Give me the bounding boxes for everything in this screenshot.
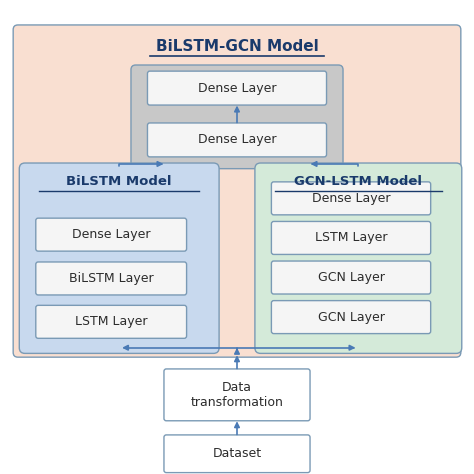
- Text: Dense Layer: Dense Layer: [72, 228, 150, 241]
- FancyBboxPatch shape: [272, 301, 431, 334]
- FancyBboxPatch shape: [19, 163, 219, 354]
- Text: Dataset: Dataset: [212, 447, 262, 460]
- FancyBboxPatch shape: [36, 218, 187, 251]
- Text: BiLSTM Layer: BiLSTM Layer: [69, 272, 154, 285]
- FancyBboxPatch shape: [131, 65, 343, 169]
- Text: BiLSTM Model: BiLSTM Model: [66, 175, 172, 188]
- FancyBboxPatch shape: [164, 435, 310, 473]
- FancyBboxPatch shape: [36, 262, 187, 295]
- Text: GCN Layer: GCN Layer: [318, 310, 384, 324]
- FancyBboxPatch shape: [272, 182, 431, 215]
- FancyBboxPatch shape: [164, 369, 310, 421]
- FancyBboxPatch shape: [147, 71, 327, 105]
- Text: LSTM Layer: LSTM Layer: [75, 315, 147, 328]
- Text: GCN-LSTM Model: GCN-LSTM Model: [294, 175, 422, 188]
- FancyBboxPatch shape: [255, 163, 462, 354]
- Text: Dense Layer: Dense Layer: [312, 192, 390, 205]
- Text: GCN Layer: GCN Layer: [318, 271, 384, 284]
- FancyBboxPatch shape: [36, 305, 187, 338]
- FancyBboxPatch shape: [272, 261, 431, 294]
- FancyBboxPatch shape: [272, 221, 431, 255]
- Text: BiLSTM-GCN Model: BiLSTM-GCN Model: [155, 39, 319, 54]
- Text: LSTM Layer: LSTM Layer: [315, 231, 387, 245]
- Text: Dense Layer: Dense Layer: [198, 133, 276, 146]
- Text: Dense Layer: Dense Layer: [198, 82, 276, 95]
- FancyBboxPatch shape: [147, 123, 327, 157]
- FancyBboxPatch shape: [13, 25, 461, 357]
- Text: Data
transformation: Data transformation: [191, 381, 283, 409]
